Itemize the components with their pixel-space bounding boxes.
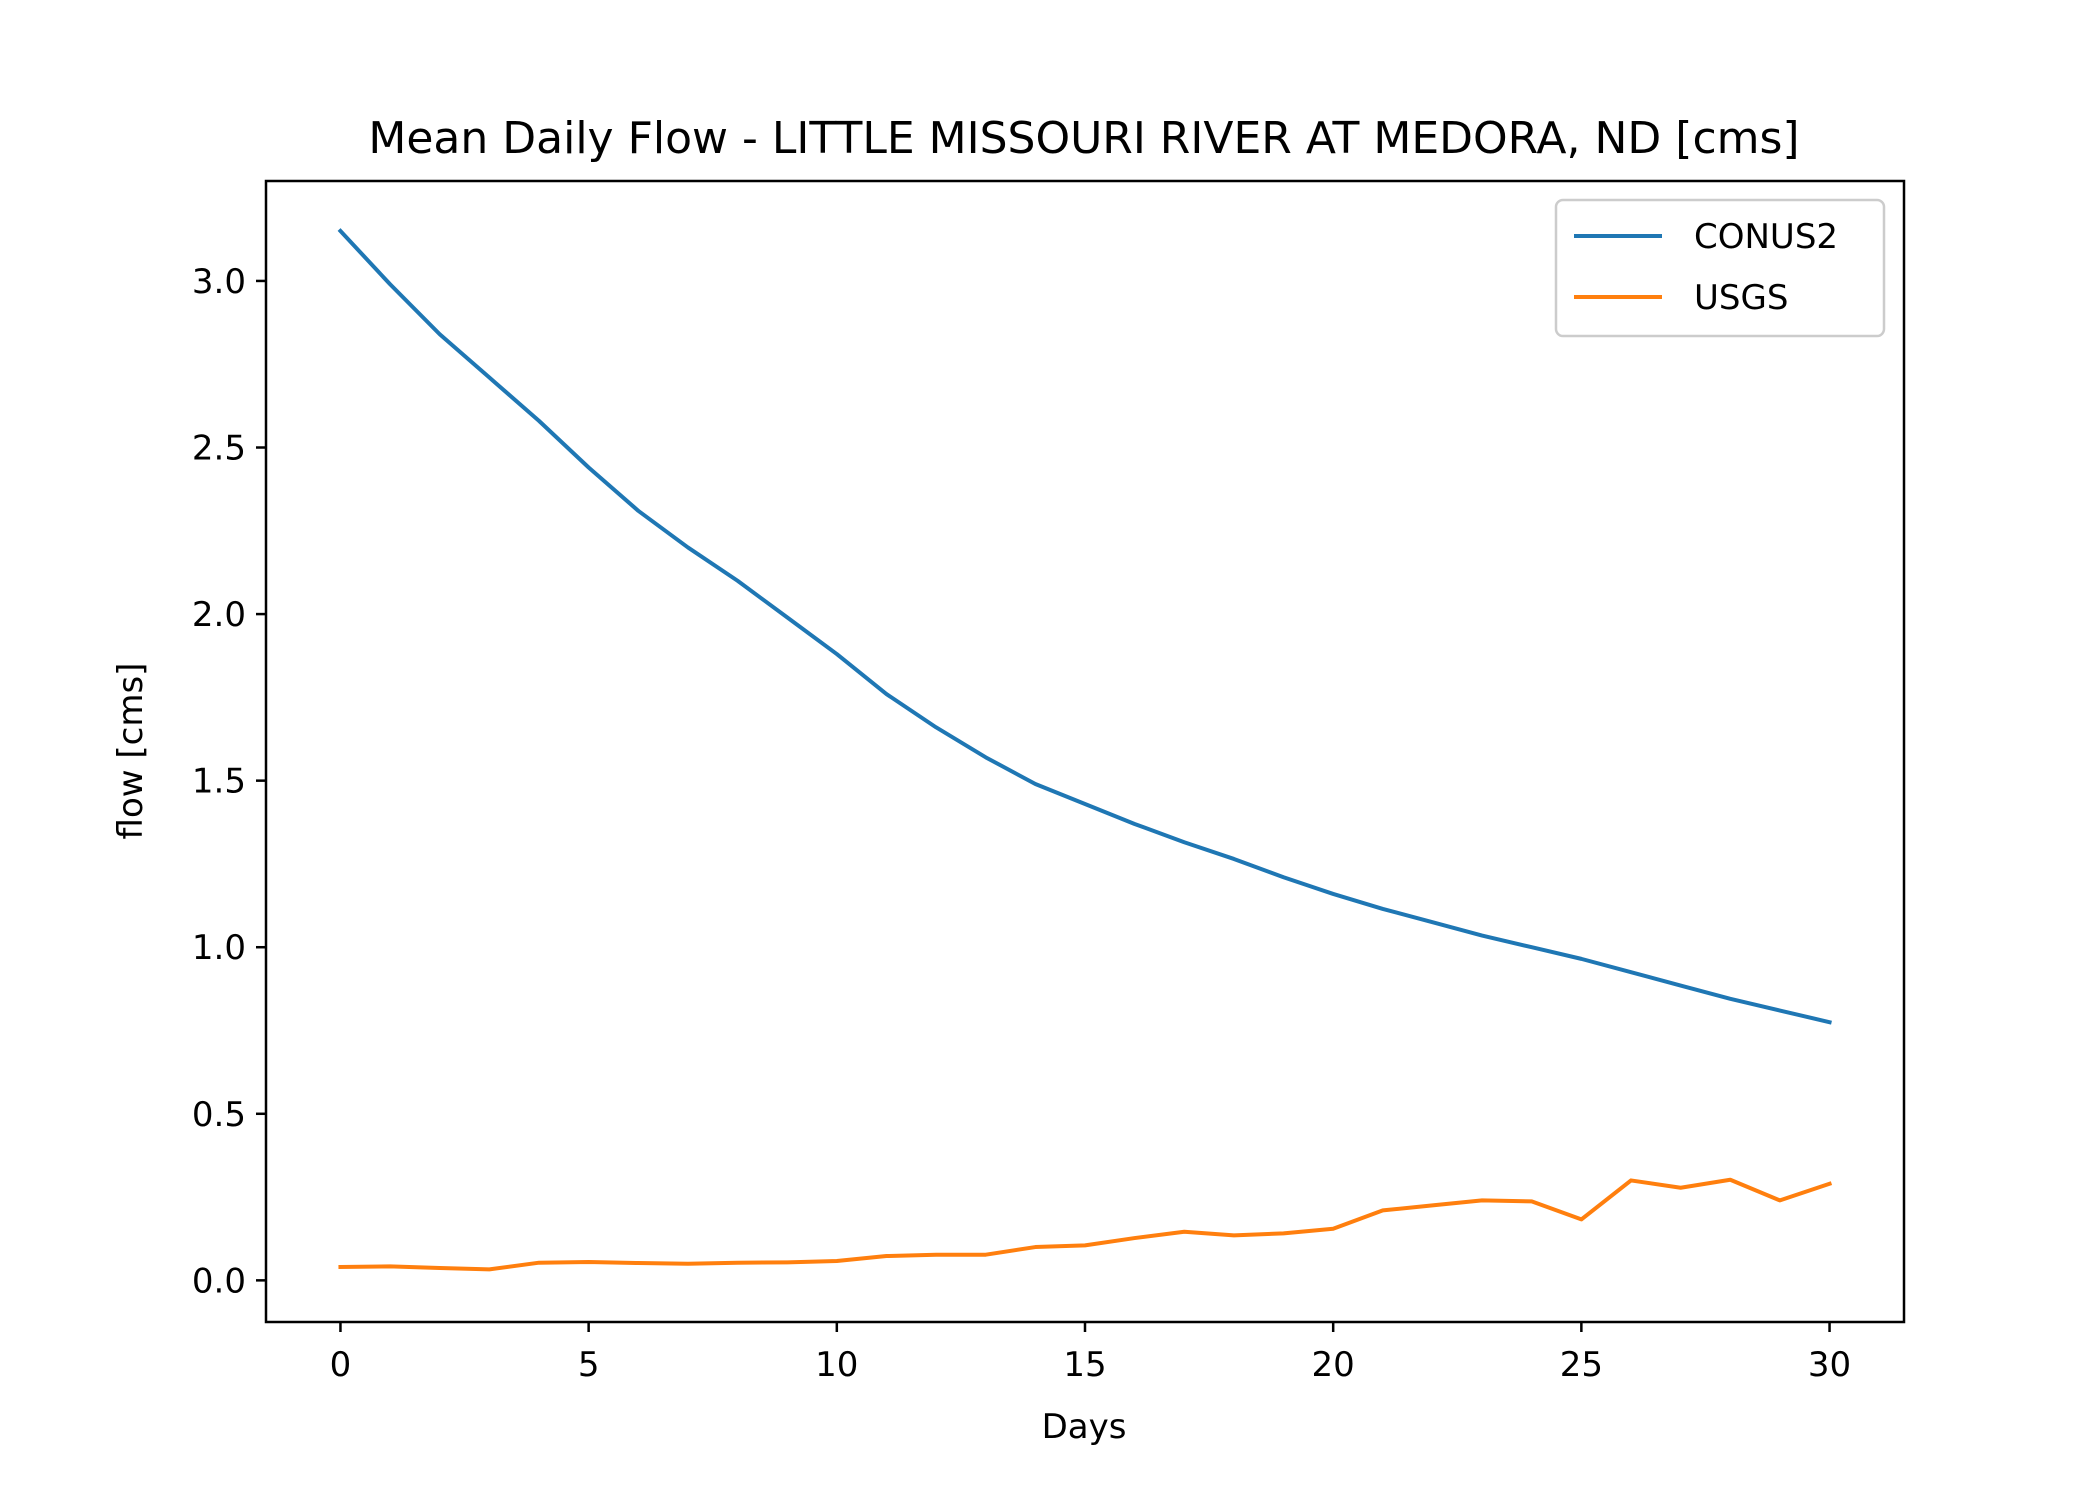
y-tick-label: 2.5: [192, 429, 246, 469]
legend: CONUS2 USGS: [1554, 198, 1886, 338]
y-tick-label: 2.0: [192, 595, 246, 635]
plot-background: [266, 181, 1904, 1322]
x-tick-label: 5: [578, 1345, 600, 1385]
x-tick-label: 20: [1312, 1345, 1355, 1385]
y-axis: 0.0 0.5 1.0 1.5 2.0 2.5 3.0: [192, 262, 266, 1301]
series-line-usgs: [338, 1177, 1833, 1272]
x-tick-label: 30: [1808, 1345, 1851, 1385]
x-tick-label: 0: [330, 1345, 352, 1385]
series-line-conus2: [337, 228, 1832, 1025]
y-tick-label: 0.0: [192, 1261, 246, 1301]
y-tick-label: 3.0: [192, 262, 246, 302]
y-tick-label: 0.5: [192, 1095, 246, 1135]
x-tick-label: 15: [1063, 1345, 1106, 1385]
y-axis-label: flow [cms]: [111, 663, 151, 840]
legend-label-conus2: CONUS2: [1694, 217, 1838, 257]
plot-area: [264, 179, 1906, 1324]
x-axis: 0 5 10 15 20 25 30: [330, 1322, 1851, 1385]
y-tick-label: 1.5: [192, 762, 246, 802]
x-tick-label: 25: [1560, 1345, 1603, 1385]
series-group: [337, 228, 1833, 1272]
y-tick-label: 1.0: [192, 928, 246, 968]
legend-label-usgs: USGS: [1694, 278, 1788, 318]
chart-title: Mean Daily Flow - LITTLE MISSOURI RIVER …: [368, 113, 1799, 164]
x-tick-label: 10: [815, 1345, 858, 1385]
x-axis-label: Days: [1042, 1407, 1127, 1447]
